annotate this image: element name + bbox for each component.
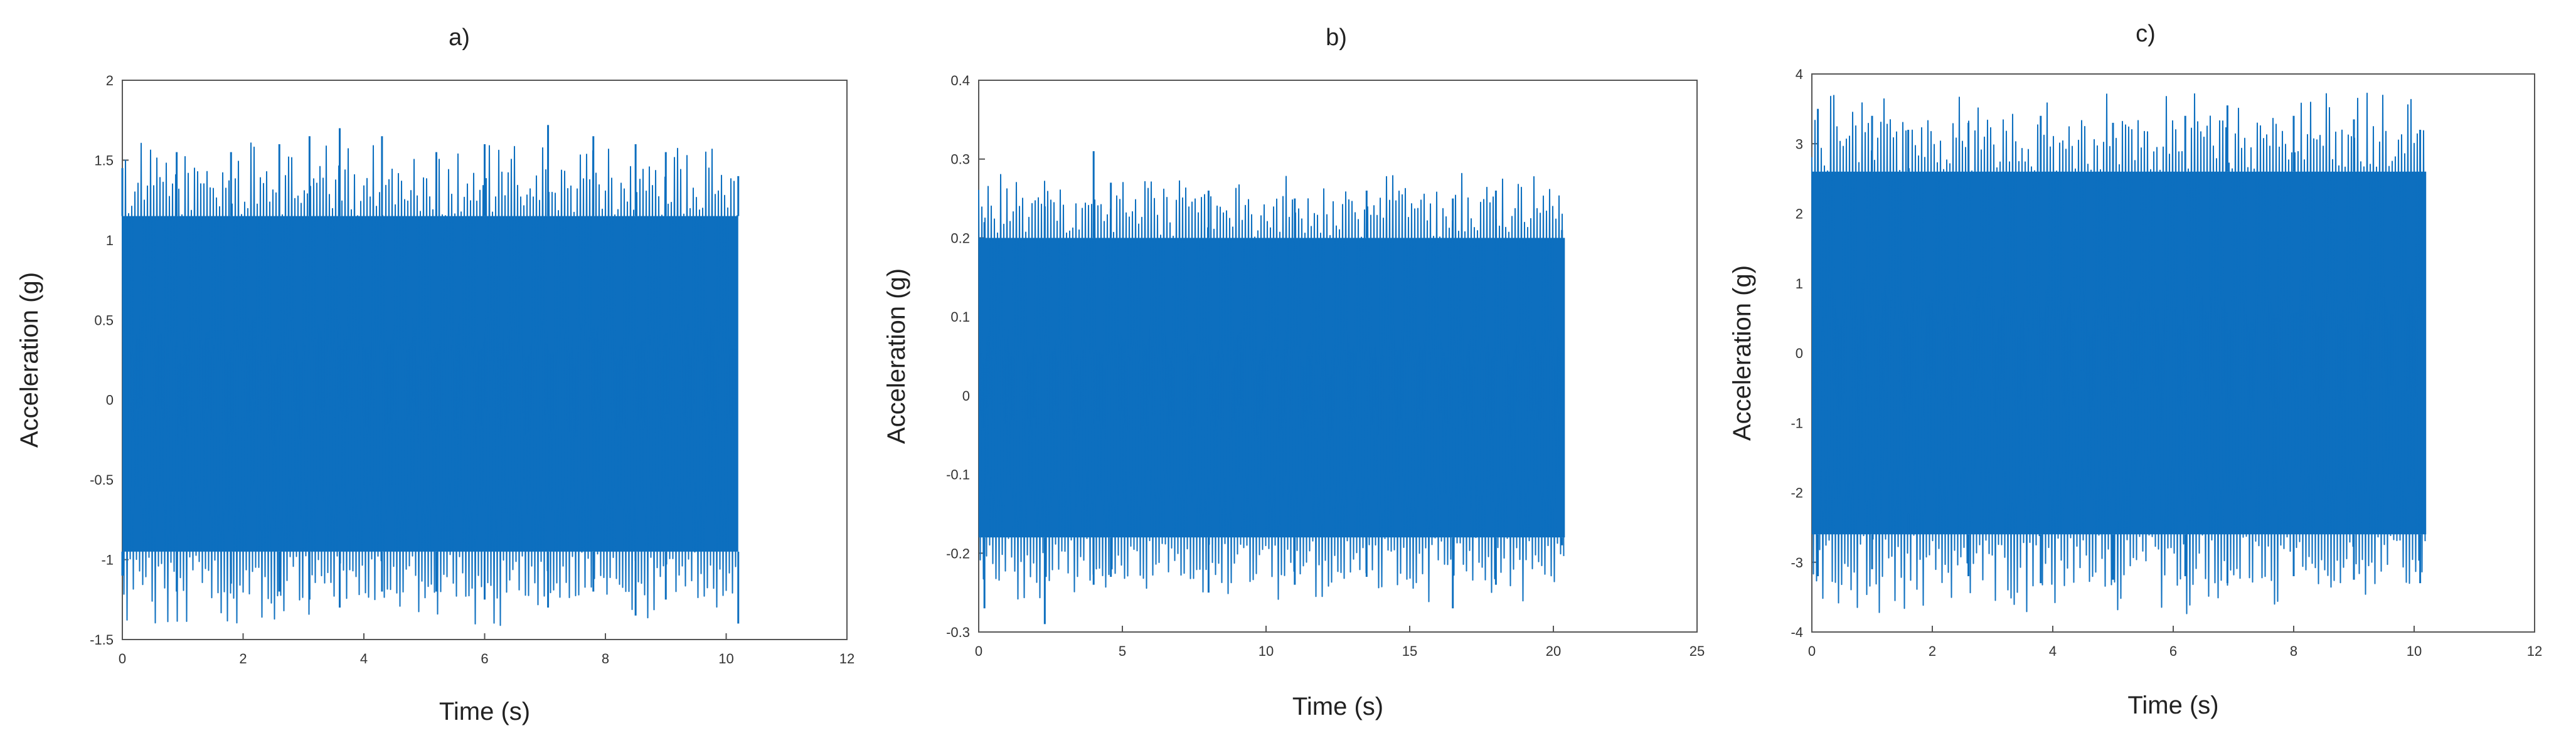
y-tick-label: 3: [1796, 136, 1803, 152]
x-axis-label: Time (s): [2127, 692, 2218, 719]
x-tick-label: 12: [839, 651, 854, 666]
x-tick-label: 25: [1690, 643, 1705, 659]
chart-title: c): [2136, 21, 2156, 47]
x-tick-label: 20: [1546, 643, 1561, 659]
signal-trace: [1811, 92, 2426, 614]
chart-title: b): [1326, 24, 1347, 51]
x-tick-label: 10: [2407, 643, 2422, 659]
chart-panel-b: b) 0 5 10 15 20 25 -0.3 -0.2 -0.1 0 0.1 0.2 0.3 0.4 Tim…: [883, 24, 1705, 720]
x-tick-label: 2: [1929, 643, 1936, 659]
y-tick-label: -0.3: [946, 624, 970, 640]
y-tick-label: -1: [1791, 415, 1803, 431]
y-tick-label: -4: [1791, 624, 1803, 640]
y-tick-label: -0.2: [946, 545, 970, 561]
y-tick-label: 0.3: [950, 152, 970, 167]
x-tick-label: 10: [718, 651, 733, 666]
y-tick-label: 0.4: [950, 73, 970, 88]
x-tick-label: 4: [360, 651, 368, 666]
y-tick-label: -0.5: [90, 472, 114, 488]
x-tick-label: 10: [1259, 643, 1274, 659]
x-tick-label: 6: [481, 651, 488, 666]
y-axis-label: Acceleration (g): [16, 272, 43, 448]
x-tick-label: 2: [239, 651, 247, 666]
x-tick-label: 4: [2049, 643, 2057, 659]
y-axis-label: Acceleration (g): [883, 268, 910, 444]
y-tick-label: 1: [1796, 276, 1803, 292]
x-tick-label: 8: [602, 651, 609, 666]
x-tick-label: 5: [1119, 643, 1126, 659]
y-tick-label: 1: [106, 233, 114, 248]
y-tick-label: 0.1: [950, 309, 970, 325]
y-tick-label: -0.1: [946, 467, 970, 483]
y-tick-label: -1: [101, 552, 114, 568]
y-tick-label: 2: [1796, 206, 1803, 222]
x-tick-label: 8: [2290, 643, 2297, 659]
y-tick-label: 0: [1796, 345, 1803, 361]
x-tick-label: 0: [119, 651, 126, 666]
signal-trace: [122, 142, 738, 626]
y-tick-label: -3: [1791, 555, 1803, 571]
x-tick-label: 0: [1808, 643, 1816, 659]
signal-trace: [978, 172, 1565, 603]
chart-panel-a: a) 0 2 4 6 8 10 12 -1.5 -1 -0.5 0 0.5 1 1.5 2 Time (s) Ac…: [16, 24, 854, 725]
y-tick-label: 0.2: [950, 230, 970, 246]
y-tick-label: 2: [106, 73, 114, 88]
y-tick-label: 1.5: [94, 152, 114, 168]
y-tick-label: 0.5: [94, 312, 114, 328]
chart-title: a): [449, 24, 470, 51]
y-tick-label: 0: [962, 388, 970, 404]
y-tick-label: 0: [106, 392, 114, 408]
y-axis-label: Acceleration (g): [1728, 265, 1756, 441]
y-tick-label: -2: [1791, 485, 1803, 501]
x-axis-label: Time (s): [1292, 693, 1383, 720]
y-tick-label: -1.5: [90, 632, 114, 648]
y-tick-label: 4: [1796, 66, 1803, 82]
x-tick-label: 15: [1402, 643, 1417, 659]
x-tick-label: 6: [2169, 643, 2177, 659]
x-axis-label: Time (s): [439, 698, 530, 725]
x-tick-label: 0: [975, 643, 982, 659]
x-tick-label: 12: [2527, 643, 2542, 659]
